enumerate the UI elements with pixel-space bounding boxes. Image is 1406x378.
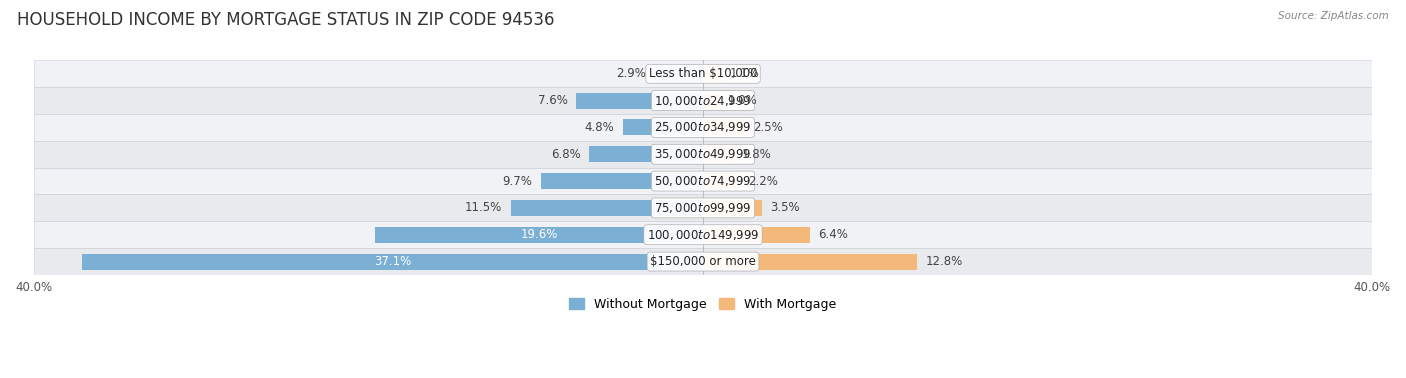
Text: 9.7%: 9.7%	[502, 175, 533, 187]
Text: $100,000 to $149,999: $100,000 to $149,999	[647, 228, 759, 242]
Text: 2.5%: 2.5%	[754, 121, 783, 134]
Text: $35,000 to $49,999: $35,000 to $49,999	[654, 147, 752, 161]
Bar	[703, 93, 720, 108]
Text: $25,000 to $34,999: $25,000 to $34,999	[654, 121, 752, 135]
Text: Source: ZipAtlas.com: Source: ZipAtlas.com	[1278, 11, 1389, 21]
Text: 11.5%: 11.5%	[465, 201, 502, 214]
Text: $50,000 to $74,999: $50,000 to $74,999	[654, 174, 752, 188]
Text: 1.0%: 1.0%	[728, 94, 758, 107]
Text: 19.6%: 19.6%	[520, 228, 558, 241]
Bar	[34, 60, 1372, 87]
Bar	[541, 173, 703, 189]
Bar	[82, 254, 703, 270]
Bar	[375, 227, 703, 243]
Text: 37.1%: 37.1%	[374, 255, 411, 268]
Bar	[34, 141, 1372, 168]
Bar	[623, 119, 703, 135]
Text: 3.5%: 3.5%	[770, 201, 800, 214]
Bar	[703, 227, 810, 243]
Bar	[589, 146, 703, 162]
Bar	[34, 87, 1372, 114]
Bar	[703, 200, 762, 216]
Text: Less than $10,000: Less than $10,000	[648, 67, 758, 80]
Bar	[510, 200, 703, 216]
Text: 12.8%: 12.8%	[925, 255, 963, 268]
Bar	[703, 173, 740, 189]
Text: 7.6%: 7.6%	[537, 94, 568, 107]
Bar	[34, 195, 1372, 222]
Text: HOUSEHOLD INCOME BY MORTGAGE STATUS IN ZIP CODE 94536: HOUSEHOLD INCOME BY MORTGAGE STATUS IN Z…	[17, 11, 554, 29]
Text: 6.4%: 6.4%	[818, 228, 848, 241]
Bar	[34, 168, 1372, 195]
Bar	[34, 248, 1372, 275]
Text: 1.1%: 1.1%	[730, 67, 759, 80]
Bar	[654, 66, 703, 82]
Text: 4.8%: 4.8%	[585, 121, 614, 134]
Bar	[703, 146, 733, 162]
Legend: Without Mortgage, With Mortgage: Without Mortgage, With Mortgage	[564, 293, 842, 316]
Text: $75,000 to $99,999: $75,000 to $99,999	[654, 201, 752, 215]
Bar	[703, 254, 917, 270]
Text: 6.8%: 6.8%	[551, 148, 581, 161]
Text: $150,000 or more: $150,000 or more	[650, 255, 756, 268]
Text: $10,000 to $24,999: $10,000 to $24,999	[654, 94, 752, 108]
Text: 2.2%: 2.2%	[748, 175, 778, 187]
Bar	[703, 66, 721, 82]
Text: 2.9%: 2.9%	[616, 67, 647, 80]
Bar	[34, 222, 1372, 248]
Bar	[703, 119, 745, 135]
Bar	[34, 114, 1372, 141]
Bar	[576, 93, 703, 108]
Text: 1.8%: 1.8%	[741, 148, 772, 161]
